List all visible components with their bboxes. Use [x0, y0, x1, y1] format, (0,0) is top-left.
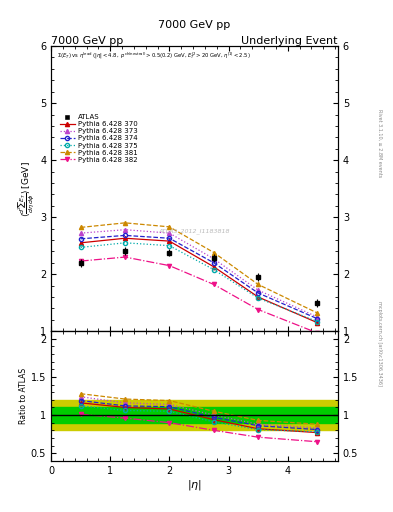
X-axis label: $|\eta|$: $|\eta|$ [187, 478, 202, 493]
Text: $\Sigma(E_T)$ vs $\eta^{\rm lead}$ $(|\eta|<4.8,\ p^{\rm ch(neutral)}>0.5(0.2)$ : $\Sigma(E_T)$ vs $\eta^{\rm lead}$ $(|\e… [57, 50, 250, 60]
Y-axis label: $\langle \frac{d^2\!\sum E_T}{d\eta\,d\phi} \rangle\,[{\rm GeV}]$: $\langle \frac{d^2\!\sum E_T}{d\eta\,d\p… [16, 161, 37, 217]
Text: ATLAS_2012_I1183818: ATLAS_2012_I1183818 [159, 228, 230, 234]
Text: mcplots.cern.ch [arXiv:1306.3436]: mcplots.cern.ch [arXiv:1306.3436] [377, 301, 382, 386]
Text: Rivet 3.1.10, ≥ 2.8M events: Rivet 3.1.10, ≥ 2.8M events [377, 109, 382, 178]
Text: 7000 GeV pp: 7000 GeV pp [158, 20, 231, 30]
Text: 7000 GeV pp: 7000 GeV pp [51, 36, 123, 46]
Y-axis label: Ratio to ATLAS: Ratio to ATLAS [19, 368, 28, 424]
Text: Underlying Event: Underlying Event [241, 36, 338, 46]
Legend: ATLAS, Pythia 6.428 370, Pythia 6.428 373, Pythia 6.428 374, Pythia 6.428 375, P: ATLAS, Pythia 6.428 370, Pythia 6.428 37… [57, 112, 140, 165]
